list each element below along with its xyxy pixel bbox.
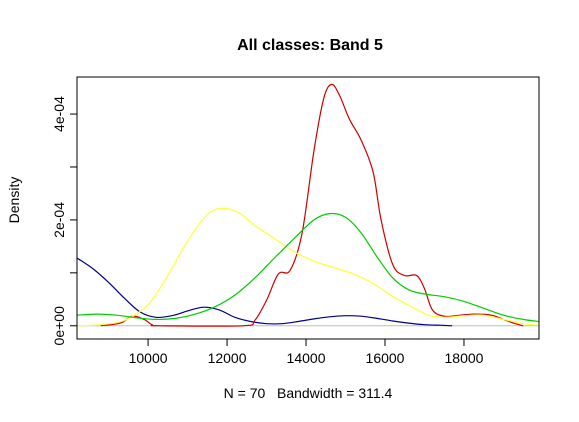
x-axis: 10000 12000 14000 16000 18000 [129, 338, 484, 366]
x-tick-label: 18000 [445, 350, 484, 366]
x-axis-label: N = 70 Bandwidth = 311.4 [224, 385, 393, 401]
x-tick-label: 12000 [208, 350, 247, 366]
y-axis-label: Density [6, 177, 22, 224]
plot-frame [76, 76, 540, 340]
density-series [77, 83, 539, 327]
series-line-3 [77, 207, 539, 327]
x-tick-label: 10000 [129, 350, 168, 366]
y-axis: 0e+00 2e-04 4e-04 [51, 96, 78, 346]
y-tick-label: 2e-04 [51, 202, 67, 238]
series-line-4 [77, 212, 539, 323]
chart-title: All classes: Band 5 [237, 37, 383, 54]
y-tick-label: 4e-04 [51, 96, 67, 132]
x-tick-label: 16000 [366, 350, 405, 366]
series-line-2 [100, 83, 524, 327]
y-tick-label: 0e+00 [51, 306, 67, 346]
x-tick-label: 14000 [287, 350, 326, 366]
